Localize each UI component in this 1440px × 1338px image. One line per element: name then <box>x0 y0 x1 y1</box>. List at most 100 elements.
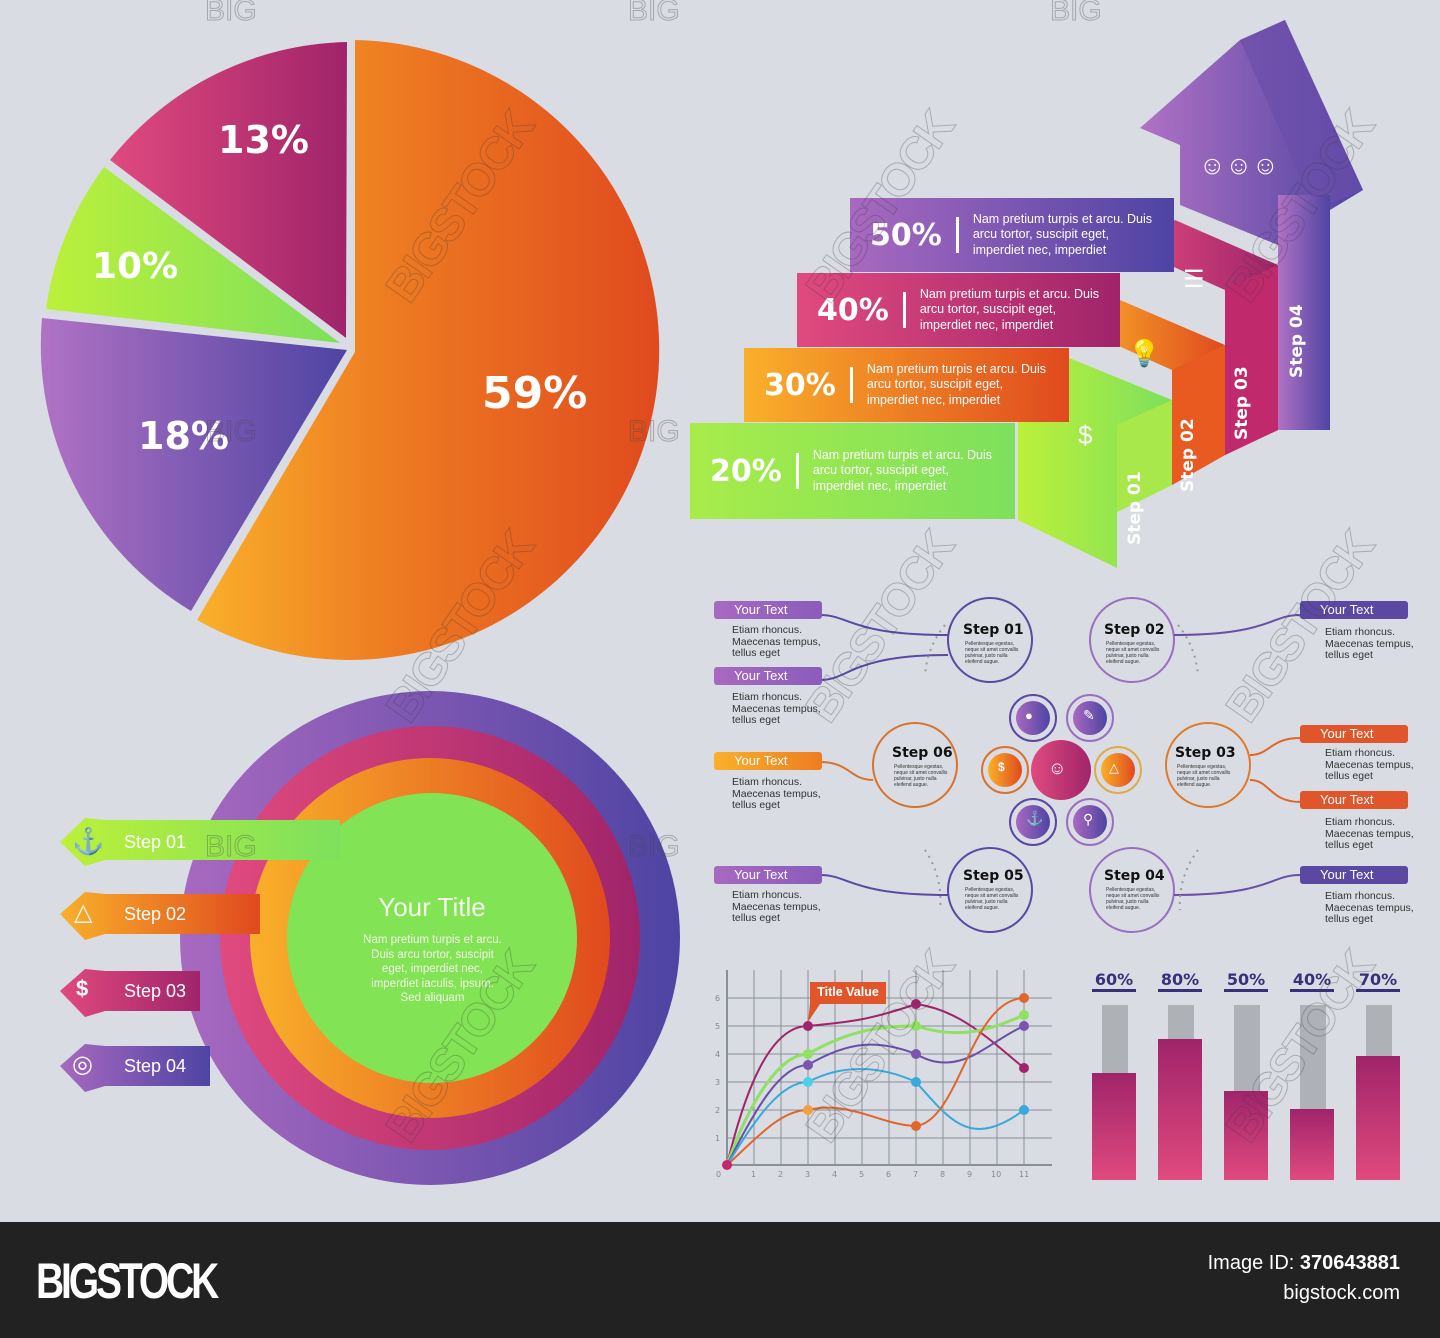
cycle-step-05-body: Pellentesque egestas, neque sit amet con… <box>965 887 1019 911</box>
cycle-step-03-body: Pellentesque egestas, neque sit amet con… <box>1177 764 1231 788</box>
pie-slice-18 <box>40 318 347 611</box>
image-id: Image ID: 370643881 <box>1208 1252 1400 1275</box>
line-chart-callout: Title Value <box>817 985 879 999</box>
cycle-step-03-title: Step 03 <box>1175 745 1236 761</box>
team-growth-icon: ☺☺☺ <box>1199 150 1279 180</box>
your-text-tag: Your Text <box>1300 791 1408 809</box>
stair-pct: 20% <box>710 453 782 489</box>
pie-slice-59 <box>197 40 660 660</box>
pie-slice-10 <box>46 167 340 343</box>
cycle-step-04-body: Pellentesque egestas, neque sit amet con… <box>1106 887 1160 911</box>
svg-text:0: 0 <box>716 1170 721 1179</box>
money-bag-icon: $ <box>998 760 1005 774</box>
your-text-tag: Your Text <box>714 601 822 619</box>
bar-label: 80% <box>1158 970 1202 992</box>
bar-label: 60% <box>1092 970 1136 992</box>
pie-label-59: 59% <box>482 368 588 419</box>
stair-pct: 30% <box>764 367 836 403</box>
anchor-icon: ⚓ <box>72 826 105 856</box>
your-text-tag: Your Text <box>714 667 822 685</box>
your-text-body: Etiam rhoncus. Maecenas tempus, tellus e… <box>732 776 821 811</box>
pie-label-13: 13% <box>218 118 309 162</box>
stair-step-02: Step 02 <box>1178 418 1198 492</box>
flask-icon: △ <box>1109 760 1119 775</box>
your-text-body: Etiam rhoncus. Maecenas tempus, tellus e… <box>1325 747 1414 782</box>
svg-text:4: 4 <box>832 1170 837 1179</box>
svg-text:3: 3 <box>805 1170 810 1179</box>
pie-chart <box>40 40 660 660</box>
lightbulb-icon: ● <box>1025 708 1033 723</box>
image-id-value: 370643881 <box>1299 1252 1400 1274</box>
stair-step-01: Step 01 <box>1125 471 1145 545</box>
stair-bar-40: 40% Nam pretium turpis et arcu. Duis arc… <box>797 273 1120 347</box>
stair-bar-20: 20% Nam pretium turpis et arcu. Duis arc… <box>690 423 1015 519</box>
flask-icon: △ <box>74 899 93 926</box>
svg-text:11: 11 <box>1019 1170 1029 1179</box>
pie-label-10: 10% <box>92 246 179 287</box>
ring-step-03: Step 03 <box>124 981 187 1001</box>
svg-text:4: 4 <box>715 1050 720 1059</box>
image-id-label: Image ID: <box>1207 1252 1295 1274</box>
footer-bar: BIGSTOCK Image ID: 370643881 bigstock.co… <box>0 1222 1440 1338</box>
stair-pct: 50% <box>870 217 942 253</box>
cycle-step-02-title: Step 02 <box>1104 622 1165 638</box>
svg-text:5: 5 <box>715 1022 720 1031</box>
svg-text:1: 1 <box>715 1134 720 1143</box>
your-text-tag: Your Text <box>1300 601 1408 619</box>
cycle-step-05-title: Step 05 <box>963 868 1024 884</box>
svg-text:5: 5 <box>859 1170 864 1179</box>
ring-step-02: Step 02 <box>124 904 187 924</box>
cycle-step-01-title: Step 01 <box>963 622 1024 638</box>
cycle-step-01-body: Pellentesque egestas, neque sit amet con… <box>965 641 1019 665</box>
svg-text:2: 2 <box>715 1106 720 1115</box>
cycle-step-04-title: Step 04 <box>1104 868 1165 884</box>
your-text-body: Etiam rhoncus. Maecenas tempus, tellus e… <box>1325 816 1414 851</box>
svg-text:7: 7 <box>913 1170 918 1179</box>
pie-slice-13 <box>110 42 347 338</box>
your-text-tag: Your Text <box>1300 866 1408 884</box>
ring-diagram <box>60 691 680 1185</box>
bar-label: 50% <box>1224 970 1268 992</box>
stair-text: Nam pretium turpis et arcu. Duis arcu to… <box>866 361 1047 407</box>
stair-text: Nam pretium turpis et arcu. Duis arcu to… <box>919 286 1100 332</box>
stair-bar-30: 30% Nam pretium turpis et arcu. Duis arc… <box>744 348 1069 422</box>
coins-stack-icon: ☰ <box>1183 266 1205 293</box>
bar-label: 70% <box>1356 970 1400 992</box>
magnifier-icon: ⚲ <box>1083 811 1094 827</box>
stair-bar-50: 50% Nam pretium turpis et arcu. Duis arc… <box>850 198 1174 272</box>
brand-logo[interactable]: BIGSTOCK <box>36 1253 219 1309</box>
svg-text:9: 9 <box>967 1170 972 1179</box>
money-bag-icon: $ <box>76 976 89 1001</box>
stair-text: Nam pretium turpis et arcu. Duis arcu to… <box>972 211 1153 257</box>
team-growth-icon: ☺ <box>1048 758 1067 778</box>
lightbulb-icon: ◎ <box>72 1051 93 1078</box>
stair-text: Nam pretium turpis et arcu. Duis arcu to… <box>812 447 993 493</box>
lightbulb-icon: 💡 <box>1128 338 1161 368</box>
your-text-body: Etiam rhoncus. Maecenas tempus, tellus e… <box>1325 626 1414 661</box>
ring-step-04: Step 04 <box>124 1056 187 1076</box>
your-text-tag: Your Text <box>714 752 822 770</box>
site-link[interactable]: bigstock.com <box>1283 1282 1400 1304</box>
svg-text:10: 10 <box>991 1170 1001 1179</box>
your-text-tag: Your Text <box>1300 725 1408 743</box>
your-text-body: Etiam rhoncus. Maecenas tempus, tellus e… <box>1325 890 1414 925</box>
bar-chart <box>1092 1005 1440 1185</box>
money-bag-icon: $ <box>1078 420 1093 450</box>
bar-label: 40% <box>1290 970 1334 992</box>
ring-step-01: Step 01 <box>124 832 187 852</box>
anchor-icon: ⚓ <box>1026 810 1044 826</box>
cycle-diagram <box>819 597 1301 933</box>
stair-step-03: Step 03 <box>1232 366 1252 440</box>
your-text-body: Etiam rhoncus. Maecenas tempus, tellus e… <box>732 889 821 924</box>
cycle-step-06-body: Pellentesque egestas, neque sit amet con… <box>894 764 948 788</box>
pie-label-18: 18% <box>138 414 229 458</box>
stair-step-04: Step 04 <box>1287 304 1307 378</box>
pencil-icon: ✎ <box>1083 707 1095 723</box>
svg-text:6: 6 <box>886 1170 891 1179</box>
your-text-body: Etiam rhoncus. Maecenas tempus, tellus e… <box>732 691 821 726</box>
line-chart: 6 5 4 3 2 1 0 1 2 3 4 5 6 7 8 9 10 11 <box>715 970 1052 1179</box>
svg-text:1: 1 <box>751 1170 756 1179</box>
svg-text:2: 2 <box>778 1170 783 1179</box>
svg-text:3: 3 <box>715 1078 720 1087</box>
your-text-tag: Your Text <box>714 866 822 884</box>
